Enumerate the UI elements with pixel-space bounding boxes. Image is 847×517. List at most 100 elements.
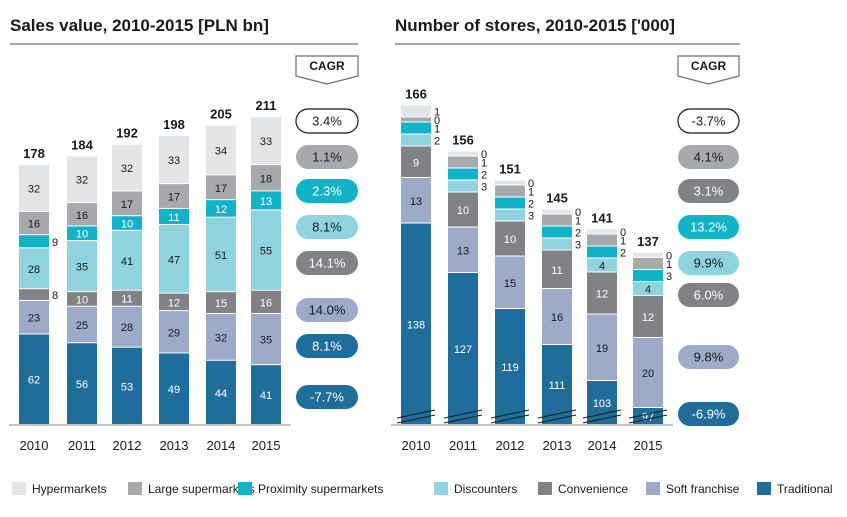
bar-segment-soft-franchise-2013 xyxy=(159,311,189,353)
bar-segment-convenience-2010 xyxy=(19,289,49,300)
axis-break-mark xyxy=(490,409,530,419)
data-label-large-supermarkets-2015: 18 xyxy=(260,173,272,185)
data-label-discounters-2011: 3 xyxy=(481,182,487,194)
data-label-hypermarkets-2013: 0 xyxy=(575,207,581,219)
cagr-header-label: CAGR xyxy=(309,59,345,73)
bar-segment-soft-franchise-2010 xyxy=(401,178,431,223)
total-label-2015: 211 xyxy=(256,98,277,113)
legend-swatch-soft-franchise xyxy=(646,482,660,495)
data-label-soft-franchise-2010: 13 xyxy=(410,196,422,208)
bar-segment-convenience-2015 xyxy=(251,290,281,314)
plot-sales: 62 23 8 28 9 16 32 178 2010 56 25 10 35 10 16 32 184 2011… xyxy=(9,55,359,453)
bar-segment-soft-franchise-2015 xyxy=(251,314,281,365)
data-label-soft-franchise-2010: 23 xyxy=(28,313,40,325)
legend-swatch-proximity-supermarkets xyxy=(238,482,252,495)
bar-segment-traditional-2014 xyxy=(206,360,236,424)
data-label-convenience-2012: 10 xyxy=(504,234,516,246)
data-label-large-supermarkets-2014: 17 xyxy=(215,183,227,195)
bar-segment-traditional-2010 xyxy=(19,334,49,424)
cagr-pill-convenience xyxy=(678,179,739,203)
bar-segment-large-supermarkets-2011 xyxy=(67,203,97,226)
cagr-value-large-supermarkets: 1.1% xyxy=(312,150,342,165)
bar-segment-convenience-2012 xyxy=(495,221,525,256)
bar-segment-large-supermarkets-2014 xyxy=(206,175,236,200)
data-label-proximity-supermarkets-2012: 10 xyxy=(121,219,133,231)
bar-segment-hypermarkets-2012 xyxy=(112,144,142,191)
data-label-proximity-supermarkets-2011: 2 xyxy=(481,170,487,182)
bar-segment-soft-franchise-2012 xyxy=(495,256,525,308)
cagr-pill-convenience xyxy=(296,251,358,275)
data-label-discounters-2013: 3 xyxy=(575,240,581,252)
bar-segment-hypermarkets-2015 xyxy=(633,253,663,257)
x-tick-label-2011: 2011 xyxy=(449,438,477,453)
data-label-large-supermarkets-2011: 1 xyxy=(481,158,487,170)
x-tick-label-2010: 2010 xyxy=(20,438,49,453)
bar-segment-hypermarkets-2010 xyxy=(401,105,431,117)
data-label-convenience-2012: 11 xyxy=(121,294,132,306)
bar-segment-proximity-supermarkets-2011 xyxy=(448,168,478,180)
bar-segment-convenience-2011 xyxy=(448,192,478,227)
bar-segment-soft-franchise-2011 xyxy=(67,306,97,343)
data-label-traditional-2010: 62 xyxy=(28,375,40,387)
cagr-value-hypermarkets: -3.7% xyxy=(692,114,726,129)
total-label-2012: 151 xyxy=(499,162,521,177)
data-label-convenience-2011: 10 xyxy=(76,294,88,306)
axis-break-mark xyxy=(628,409,668,419)
bar-segment-hypermarkets-2012 xyxy=(495,180,525,185)
data-label-large-supermarkets-2013: 1 xyxy=(575,216,581,228)
cagr-value-hypermarkets: 3.4% xyxy=(312,114,342,129)
bar-segment-hypermarkets-2011 xyxy=(67,156,97,203)
legend-label-proximity-supermarkets: Proximity supermarkets xyxy=(258,482,383,496)
cagr-value-soft-franchise: 14.0% xyxy=(309,303,346,318)
cagr-value-proximity-supermarkets: 2.3% xyxy=(312,184,342,199)
cagr-pill-traditional xyxy=(678,402,739,426)
bar-segment-convenience-2015 xyxy=(633,296,663,337)
data-label-hypermarkets-2010: 1 xyxy=(434,107,440,119)
data-label-traditional-2012: 119 xyxy=(501,362,519,374)
bar-segment-proximity-supermarkets-2015 xyxy=(633,270,663,281)
data-label-proximity-supermarkets-2014: 12 xyxy=(215,204,227,216)
data-label-discounters-2014: 4 xyxy=(599,261,605,273)
bar-segment-proximity-supermarkets-2014 xyxy=(587,246,617,258)
legend-swatch-convenience xyxy=(538,482,552,495)
total-label-2013: 198 xyxy=(163,117,185,132)
data-label-traditional-2013: 111 xyxy=(549,380,566,392)
data-label-traditional-2011: 127 xyxy=(454,344,472,356)
data-label-proximity-supermarkets-2013: 2 xyxy=(575,228,581,240)
x-tick-label-2015: 2015 xyxy=(634,438,663,453)
bar-segment-proximity-supermarkets-2010 xyxy=(401,122,431,134)
bar-segment-proximity-supermarkets-2013 xyxy=(542,226,572,238)
legend-label-hypermarkets: Hypermarkets xyxy=(32,482,107,496)
bar-segment-large-supermarkets-2014 xyxy=(587,234,617,246)
data-label-hypermarkets-2012: 32 xyxy=(121,163,133,175)
axis-break-mark xyxy=(396,409,436,419)
data-label-convenience-2014: 15 xyxy=(215,298,227,310)
x-tick-label-2015: 2015 xyxy=(252,438,281,453)
bar-segment-convenience-2013 xyxy=(542,250,572,288)
bar-segment-discounters-2015 xyxy=(633,282,663,295)
bar-segment-convenience-2010 xyxy=(401,146,431,177)
bar-segment-traditional-2015 xyxy=(251,365,281,424)
bar-segment-hypermarkets-2014 xyxy=(206,125,236,175)
legend-swatch-hypermarkets xyxy=(12,482,26,495)
bar-segment-soft-franchise-2014 xyxy=(206,314,236,360)
data-label-soft-franchise-2015: 35 xyxy=(260,335,272,347)
cagr-value-proximity-supermarkets: 13.2% xyxy=(690,220,727,235)
total-label-2013: 145 xyxy=(546,191,568,206)
data-label-convenience-2010: 9 xyxy=(413,157,419,169)
data-label-large-supermarkets-2012: 1 xyxy=(528,187,534,199)
cagr-pill-traditional xyxy=(296,385,358,409)
cagr-value-traditional: -7.7% xyxy=(310,390,344,405)
axis-break-mark xyxy=(582,409,622,419)
data-label-soft-franchise-2013: 16 xyxy=(551,312,563,324)
total-label-2010: 178 xyxy=(23,146,45,161)
legend-label-soft-franchise: Soft franchise xyxy=(666,482,740,496)
bar-segment-soft-franchise-2012 xyxy=(112,306,142,347)
x-tick-label-2012: 2012 xyxy=(496,438,525,453)
data-label-large-supermarkets-2013: 17 xyxy=(168,192,180,204)
bar-segment-discounters-2013 xyxy=(542,238,572,250)
data-label-discounters-2015: 4 xyxy=(645,284,651,296)
data-label-hypermarkets-2013: 33 xyxy=(168,155,180,167)
bar-segment-soft-franchise-2015 xyxy=(633,338,663,407)
